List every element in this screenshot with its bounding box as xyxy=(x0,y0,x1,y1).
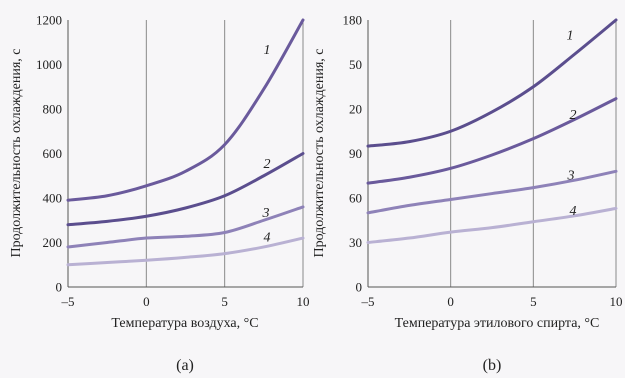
panel-a-series-2-label: 2 xyxy=(264,157,271,172)
panel-b-x-tick-label: 0 xyxy=(447,294,454,309)
panel-a-y-tick-label: 600 xyxy=(43,146,63,161)
panel-b-label: (b) xyxy=(483,357,502,374)
panel-b-y-axis-title: Продолжительность охлаждения, с xyxy=(312,48,327,257)
panel-a-y-tick-label: 0 xyxy=(56,280,63,295)
panel-a-x-tick-label: 0 xyxy=(143,294,150,309)
panel-a-series-1-label: 1 xyxy=(264,43,271,58)
panel-a-x-tick-label: 5 xyxy=(221,294,228,309)
panel-b-y-tick-label: 90 xyxy=(349,146,362,161)
panel-b-series-3-line xyxy=(366,169,618,215)
panel-b-series-2-label: 2 xyxy=(570,108,577,123)
panel-a-y-tick-label: 800 xyxy=(43,102,63,117)
panel-b-series-1-line xyxy=(366,18,618,148)
panel-b-y-tick-label: 20 xyxy=(349,102,362,117)
panel-a-y-tick-label: 1000 xyxy=(36,57,62,72)
panel-b-x-tick-label: 5 xyxy=(530,294,537,309)
panel-b-y-tick-label: 50 xyxy=(349,57,362,72)
panel-a-label: (a) xyxy=(176,357,194,374)
panel-a-x-tick-label: –5 xyxy=(61,294,75,309)
panel-b-x-tick-label: –5 xyxy=(361,294,375,309)
panel-a-y-axis-title: Продолжительность охлаждения, с xyxy=(9,48,24,257)
panel-a-x-axis-title: Температура воздуха, °C xyxy=(111,316,258,331)
panel-a-series-2-line xyxy=(66,152,305,227)
panel-a-y-tick-label: 400 xyxy=(43,191,63,206)
panel-a-y-tick-label: 200 xyxy=(43,235,63,250)
panel-a-y-tick-label: 1200 xyxy=(36,13,62,28)
panel-b-x-tick-label: 10 xyxy=(610,294,623,309)
panel-b-series-3-label: 3 xyxy=(567,168,575,183)
panel-a-series-4-label: 4 xyxy=(264,231,271,246)
panel-b-series-1-label: 1 xyxy=(567,28,574,43)
panel-b-y-tick-label: 30 xyxy=(349,235,362,250)
panel-b-series-4-label: 4 xyxy=(570,204,577,219)
panel-b-series-4-line xyxy=(366,206,618,244)
panel-b-y-tick-label: 180 xyxy=(343,13,363,28)
panel-b-x-axis-title: Температура этилового спирта, °C xyxy=(395,316,600,331)
panel-a-series-4-line xyxy=(66,236,305,267)
panel-b-y-tick-label: 0 xyxy=(356,280,363,295)
panel-b-y-tick-label: 60 xyxy=(349,191,362,206)
panel-a-series-3-label: 3 xyxy=(262,206,270,221)
panel-a-x-tick-label: 10 xyxy=(297,294,310,309)
panel-b-series-2-line xyxy=(366,97,618,185)
panel-a-series-3-line xyxy=(66,205,305,249)
panel-a-series-1-line xyxy=(66,18,305,202)
